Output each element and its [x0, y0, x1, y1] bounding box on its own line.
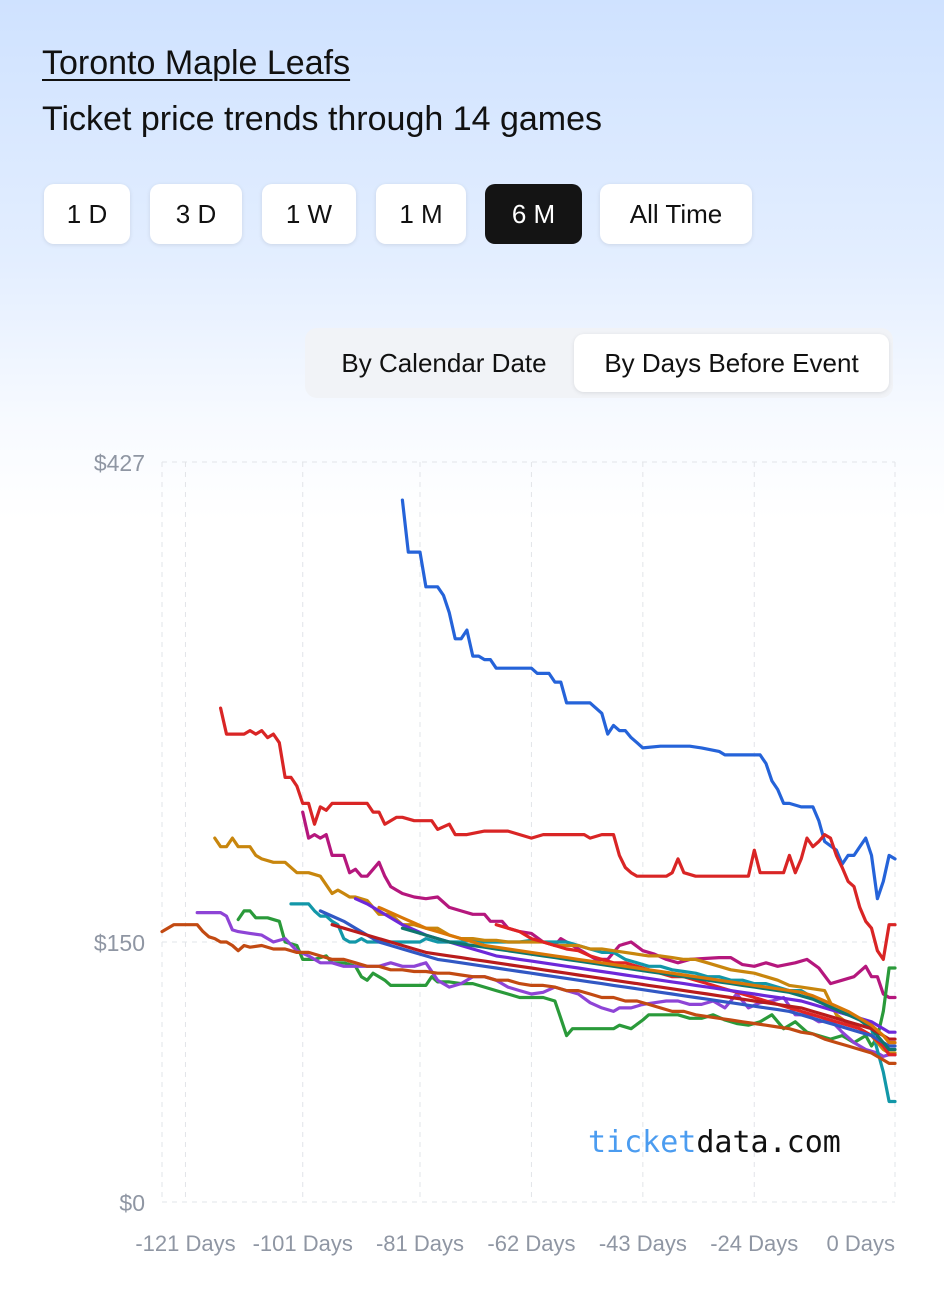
- by-days-before-event-option[interactable]: By Days Before Event: [574, 334, 889, 392]
- range-3d-button[interactable]: 3 D: [150, 184, 242, 244]
- range-1d-button[interactable]: 1 D: [44, 184, 130, 244]
- range-6m-button[interactable]: 6 M: [485, 184, 582, 244]
- x-tick-label: -62 Days: [487, 1231, 575, 1256]
- series-line-12[interactable]: [400, 926, 897, 1052]
- x-tick-label: -43 Days: [599, 1231, 687, 1256]
- y-tick-label: $150: [94, 930, 145, 956]
- chart-axes: $0 $150 $427 -121 Days -101 Days -81 Days -62 …: [94, 450, 895, 1256]
- x-tick-label: -81 Days: [376, 1231, 464, 1256]
- series-line-13[interactable]: [330, 923, 897, 1041]
- by-calendar-date-option[interactable]: By Calendar Date: [341, 348, 547, 378]
- series-line-9[interactable]: [494, 923, 897, 1057]
- watermark: ticketdata.com: [588, 1125, 841, 1160]
- x-tick-label: -101 Days: [253, 1231, 353, 1256]
- watermark-ticket: ticket: [588, 1125, 696, 1160]
- x-tick-label: 0 Days: [827, 1231, 895, 1256]
- y-tick-label: $427: [94, 450, 145, 476]
- chart-series: [160, 498, 897, 1104]
- price-trend-chart: $0 $150 $427 -121 Days -101 Days -81 Days -62 …: [94, 450, 897, 1256]
- series-line-2[interactable]: [219, 706, 897, 961]
- date-mode-toggle: By Calendar Date By Days Before Event: [305, 328, 893, 398]
- x-tick-label: -121 Days: [135, 1231, 235, 1256]
- watermark-data-com: data.com: [696, 1125, 841, 1160]
- series-line-14[interactable]: [377, 905, 897, 1045]
- range-1w-button[interactable]: 1 W: [262, 184, 356, 244]
- team-title[interactable]: Toronto Maple Leafs: [42, 44, 351, 82]
- page-subtitle: Ticket price trends through 14 games: [42, 100, 603, 138]
- series-line-7[interactable]: [213, 836, 897, 1055]
- x-tick-label: -24 Days: [710, 1231, 798, 1256]
- y-tick-label: $0: [119, 1190, 145, 1216]
- range-1m-button[interactable]: 1 M: [376, 184, 466, 244]
- series-line-10[interactable]: [318, 909, 897, 1048]
- range-all-time-button[interactable]: All Time: [600, 184, 752, 244]
- series-line-1[interactable]: [400, 498, 897, 901]
- chart-grid: [161, 461, 896, 1203]
- series-line-8[interactable]: [160, 923, 897, 1065]
